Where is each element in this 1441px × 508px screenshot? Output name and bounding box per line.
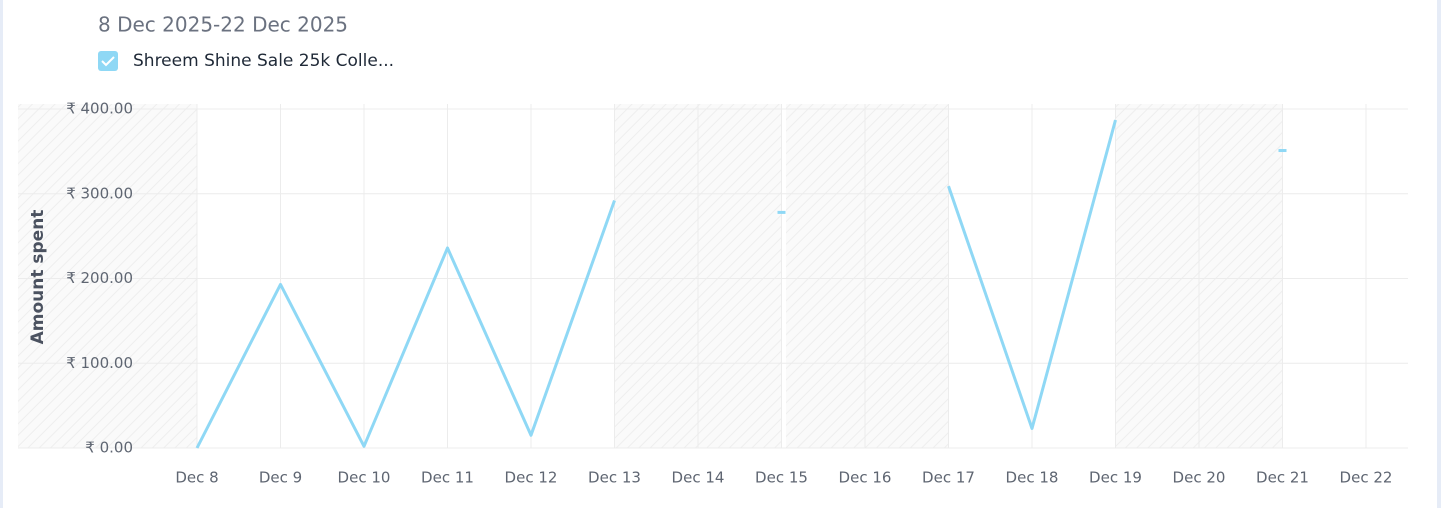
page-edge: [1437, 0, 1441, 508]
x-tick-label: Dec 10: [338, 469, 391, 487]
x-tick-label: Dec 20: [1173, 469, 1226, 487]
date-range: 8 Dec 2025-22 Dec 2025: [98, 13, 348, 37]
x-tick-label: Dec 14: [672, 469, 725, 487]
x-tick-label: Dec 13: [588, 469, 641, 487]
x-tick-label: Dec 12: [505, 469, 558, 487]
x-tick-label: Dec 17: [922, 469, 975, 487]
legend-label[interactable]: Shreem Shine Sale 25k Colle...: [133, 51, 394, 71]
x-tick-label: Dec 18: [1006, 469, 1059, 487]
legend-checkbox[interactable]: [98, 51, 118, 71]
y-tick-label: ₹ 100.00: [66, 354, 133, 372]
y-tick-label: ₹ 300.00: [66, 184, 133, 202]
x-tick-label: Dec 8: [175, 469, 218, 487]
page-edge: [0, 0, 3, 508]
y-tick-label: ₹ 200.00: [66, 269, 133, 287]
x-tick-label: Dec 19: [1089, 469, 1142, 487]
plot-area: Dec 8 Dec 9 Dec 10 Dec 11 Dec 12 Dec 13 Dec 14…: [18, 100, 1408, 487]
x-tick-label: Dec 16: [839, 469, 892, 487]
x-tick-label: Dec 9: [259, 469, 302, 487]
shaded-band: [786, 104, 949, 448]
line-series: [195, 200, 616, 449]
x-tick-label: Dec 21: [1256, 469, 1309, 487]
line-series: [947, 119, 1117, 431]
shaded-band: [18, 104, 197, 448]
y-axis-title: Amount spent: [28, 210, 48, 345]
x-tick-label: Dec 15: [755, 469, 808, 487]
checkmark: [101, 56, 115, 67]
y-tick-label: ₹ 0.00: [85, 439, 133, 457]
y-tick-label: ₹ 400.00: [66, 100, 133, 118]
x-tick-label: Dec 11: [421, 469, 474, 487]
x-tick-label: Dec 22: [1340, 469, 1393, 487]
